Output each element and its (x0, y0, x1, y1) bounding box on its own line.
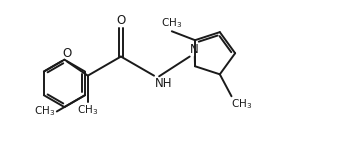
Text: CH$_3$: CH$_3$ (77, 103, 98, 117)
Text: O: O (116, 14, 126, 27)
Text: CH$_3$: CH$_3$ (34, 105, 56, 118)
Text: N: N (190, 43, 199, 56)
Text: NH: NH (155, 77, 172, 90)
Text: CH$_3$: CH$_3$ (231, 97, 253, 111)
Text: O: O (63, 47, 72, 60)
Text: CH$_3$: CH$_3$ (161, 16, 182, 30)
